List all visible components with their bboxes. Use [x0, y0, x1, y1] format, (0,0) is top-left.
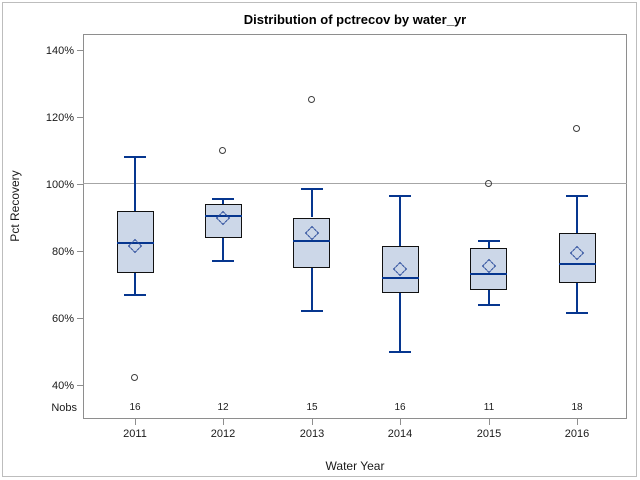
- x-axis-title: Water Year: [325, 459, 385, 473]
- chart-title: Distribution of pctrecov by water_yr: [243, 12, 467, 27]
- nobs-row-label: Nobs: [51, 402, 77, 414]
- plot-area: [83, 34, 627, 419]
- y-axis-title: Pct Recovery: [8, 170, 22, 242]
